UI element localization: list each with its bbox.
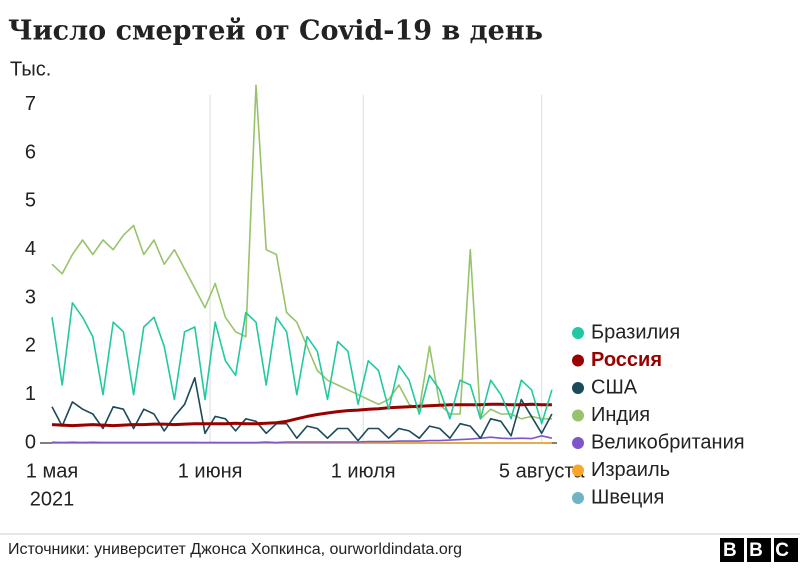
- y-tick-label: 7: [25, 93, 36, 115]
- legend-marker: [572, 464, 584, 477]
- x-tick-label: 5 августа: [499, 460, 585, 482]
- series-line: [52, 434, 553, 444]
- legend-marker: [572, 409, 584, 422]
- legend-marker: [572, 437, 584, 449]
- y-tick-label: 1: [25, 383, 36, 405]
- y-tick-label: 5: [25, 190, 36, 212]
- x-tick-label: 1 мая: [26, 460, 78, 482]
- y-tick-label: 3: [25, 286, 36, 308]
- legend-label: США: [591, 376, 638, 398]
- legend-label: Россия: [591, 349, 662, 371]
- legend-marker: [572, 354, 584, 367]
- x-year-label: 2021: [30, 488, 75, 510]
- source: Источники: университет Джонса Хопкинса, …: [8, 541, 462, 558]
- legend-label: Индия: [591, 404, 650, 426]
- logo: BBC: [720, 538, 800, 562]
- legend-label: Швеция: [591, 486, 664, 508]
- x-tick-label: 1 июня: [178, 460, 243, 482]
- chart-title: Число смертей от Covid-19 в день: [8, 16, 543, 47]
- y-tick-label: 2: [25, 335, 36, 357]
- series-line: [51, 84, 552, 420]
- logo-text: BBC: [723, 540, 800, 561]
- legend-label: Бразилия: [591, 321, 680, 343]
- legend-label: Великобритания: [591, 431, 745, 453]
- x-tick-label: 1 июля: [331, 460, 396, 482]
- y-axis-label: Тыс.: [10, 58, 51, 80]
- legend-marker: [572, 327, 584, 339]
- y-tick-label: 4: [25, 238, 36, 260]
- series-line: [51, 301, 553, 425]
- y-tick-label: 0: [25, 431, 36, 453]
- legend-label: Израиль: [591, 459, 670, 481]
- legend-marker: [572, 382, 584, 394]
- legend-marker: [572, 492, 584, 504]
- series-line: [51, 402, 552, 428]
- y-tick-label: 6: [25, 141, 36, 163]
